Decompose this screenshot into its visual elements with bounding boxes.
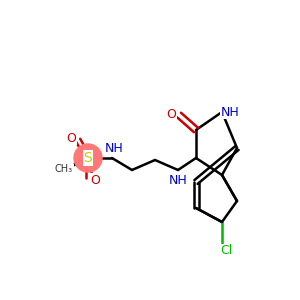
Circle shape [74, 144, 102, 172]
Text: NH: NH [220, 106, 239, 118]
Text: O: O [90, 173, 100, 187]
Text: CH₃: CH₃ [55, 164, 73, 174]
Text: S: S [84, 151, 92, 165]
Text: O: O [166, 109, 176, 122]
Text: NH: NH [105, 142, 123, 155]
Text: Cl: Cl [220, 244, 232, 257]
Text: O: O [66, 131, 76, 145]
Text: NH: NH [169, 173, 188, 187]
